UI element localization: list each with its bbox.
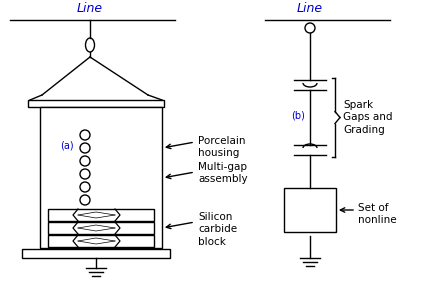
Text: Silicon
carbide
block: Silicon carbide block [198,212,237,247]
Text: (a): (a) [60,140,74,150]
Bar [284,188,336,232]
Bar [28,100,164,107]
Text: Spark
Gaps and
Grading: Spark Gaps and Grading [343,100,393,135]
Bar [40,107,162,248]
Text: Line: Line [297,2,323,15]
Bar [48,222,154,234]
Text: (b): (b) [291,110,305,120]
Bar [48,209,154,221]
Bar [22,249,170,258]
Text: Set of
nonline: Set of nonline [358,203,397,225]
Text: Porcelain
housing: Porcelain housing [198,136,245,158]
Bar [48,235,154,247]
Text: Multi-gap
assembly: Multi-gap assembly [198,162,248,184]
Text: Line: Line [77,2,103,15]
